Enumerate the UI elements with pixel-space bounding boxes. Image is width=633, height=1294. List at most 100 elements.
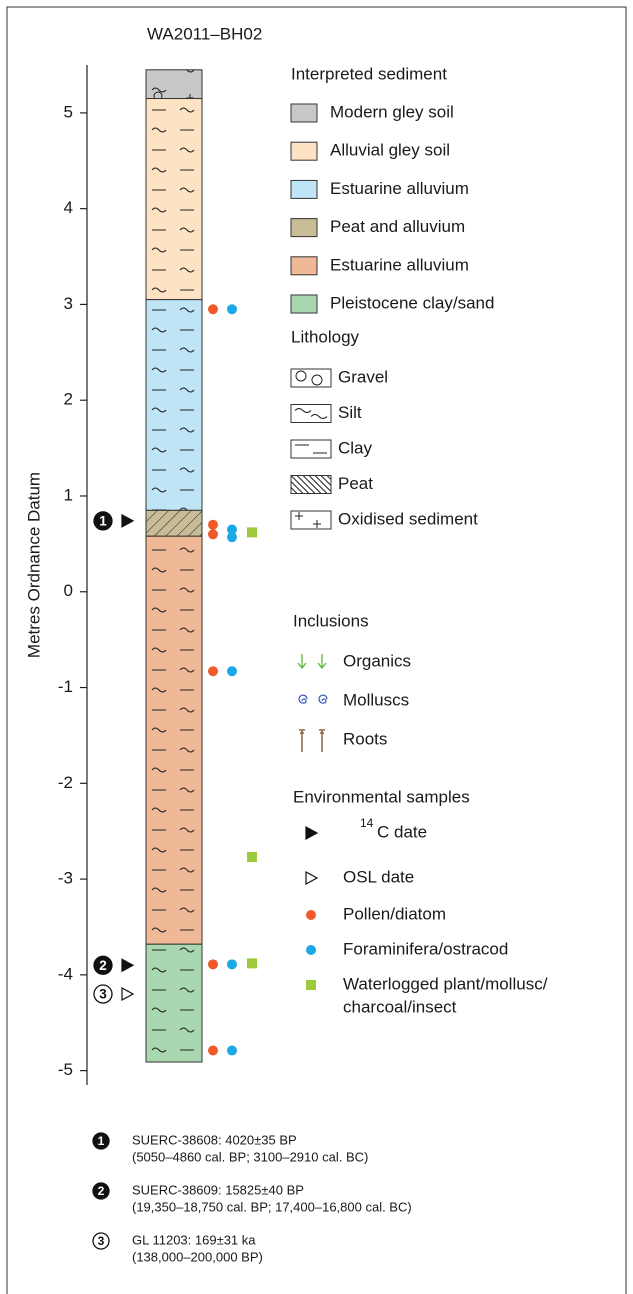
sample-marker: [227, 532, 237, 542]
number-label: 1: [98, 1134, 105, 1148]
layer-pattern: [146, 536, 202, 944]
legend-swatch: [291, 219, 317, 237]
layer-pattern: [146, 300, 202, 511]
icon: [295, 445, 327, 453]
legend-icon-frame: [291, 511, 331, 529]
legend-superscript: 14: [360, 816, 374, 830]
legend-label: Silt: [338, 403, 362, 422]
legend-label: C date: [377, 822, 427, 841]
legend-label: Organics: [343, 651, 411, 670]
legend-icon-frame: [291, 369, 331, 387]
sample-marker: [208, 1046, 218, 1056]
number-label: 1: [99, 513, 107, 528]
legend-label: Modern gley soil: [330, 102, 454, 121]
legend-icon: [295, 445, 327, 453]
sample-marker: [247, 958, 257, 968]
y-tick-label: 4: [64, 198, 73, 217]
legend-label: Oxidised sediment: [338, 509, 478, 528]
legend-label: Alluvial gley soil: [330, 141, 450, 160]
y-tick-label: 5: [64, 102, 73, 121]
legend-swatch: [291, 180, 317, 198]
legend-label: Molluscs: [343, 690, 409, 709]
y-tick-label: -1: [58, 677, 73, 696]
icon: [318, 654, 326, 668]
legend-label: Pollen/diatom: [343, 904, 446, 923]
y-tick-label: 2: [64, 390, 73, 409]
legend-heading: Lithology: [291, 327, 360, 346]
legend-heading: Interpreted sediment: [291, 64, 447, 83]
y-tick-label: 1: [64, 485, 73, 504]
note-line: (19,350–18,750 cal. BP; 17,400–16,800 ca…: [132, 1199, 412, 1214]
legend-swatch: [291, 104, 317, 122]
sample-marker: [247, 527, 257, 537]
icon: [319, 730, 325, 752]
sample-marker: [306, 945, 316, 955]
sample-marker: [208, 959, 218, 969]
date-marker: [122, 959, 133, 971]
date-marker: [122, 515, 133, 527]
legend-label: Estuarine alluvium: [330, 179, 469, 198]
y-tick-label: -5: [58, 1060, 73, 1079]
sample-marker: [208, 529, 218, 539]
legend-label: Estuarine alluvium: [330, 255, 469, 274]
y-tick-label: -3: [58, 869, 73, 888]
legend-label: Roots: [343, 729, 387, 748]
legend-icon: [296, 371, 322, 385]
sample-marker: [208, 304, 218, 314]
legend-swatch: [291, 257, 317, 275]
y-tick-label: 0: [64, 581, 73, 600]
legend-icon-frame: [291, 440, 331, 458]
layer-pattern: [146, 99, 202, 300]
number-label: 2: [99, 958, 107, 973]
sample-marker: [227, 666, 237, 676]
sample-marker: [306, 980, 316, 990]
legend-heading: Inclusions: [293, 611, 369, 630]
legend-icon: [295, 512, 321, 528]
date-marker: [122, 988, 133, 1000]
date-marker: [306, 872, 317, 884]
note-line: (5050–4860 cal. BP; 3100–2910 cal. BC): [132, 1149, 368, 1164]
sample-marker: [208, 520, 218, 530]
note-line: GL 11203: 169±31 ka: [132, 1232, 256, 1247]
number-label: 2: [98, 1184, 105, 1198]
note-line: SUERC-38609: 15825±40 BP: [132, 1182, 304, 1197]
layer-pattern: [146, 510, 202, 536]
legend-label: charcoal/insect: [343, 997, 457, 1016]
y-tick-label: 3: [64, 294, 73, 313]
legend-icon-frame: [291, 405, 331, 423]
y-tick-label: -4: [58, 964, 73, 983]
sample-marker: [227, 959, 237, 969]
layer-pattern: [146, 70, 202, 99]
icon: [319, 695, 327, 703]
legend-label: Gravel: [338, 367, 388, 386]
legend-icon: [279, 476, 345, 494]
y-tick-label: -2: [58, 773, 73, 792]
icon: [299, 730, 305, 752]
legend-label: Peat and alluvium: [330, 217, 465, 236]
icon: [296, 371, 306, 381]
icon: [299, 695, 307, 703]
legend-label: Waterlogged plant/mollusc/: [343, 974, 548, 993]
legend-heading: Environmental samples: [293, 787, 470, 806]
frame: [7, 7, 626, 1294]
layer-pattern: [146, 944, 202, 1062]
icon: [312, 375, 322, 385]
sample-marker: [208, 666, 218, 676]
sample-marker: [227, 1046, 237, 1056]
number-label: 3: [99, 987, 107, 1002]
y-axis-label: Metres Ordnance Datum: [24, 472, 43, 658]
sample-marker: [247, 852, 257, 862]
legend-label: Clay: [338, 438, 373, 457]
date-marker: [306, 827, 317, 839]
icon: [295, 512, 321, 528]
note-line: (138,000–200,000 BP): [132, 1249, 263, 1264]
sample-marker: [227, 304, 237, 314]
legend-label: Pleistocene clay/sand: [330, 293, 494, 312]
number-label: 3: [98, 1234, 105, 1248]
icon: [298, 654, 306, 668]
legend-swatch: [291, 295, 317, 313]
legend-swatch: [291, 142, 317, 160]
legend-label: OSL date: [343, 867, 414, 886]
sample-marker: [306, 910, 316, 920]
icon: [295, 409, 327, 419]
